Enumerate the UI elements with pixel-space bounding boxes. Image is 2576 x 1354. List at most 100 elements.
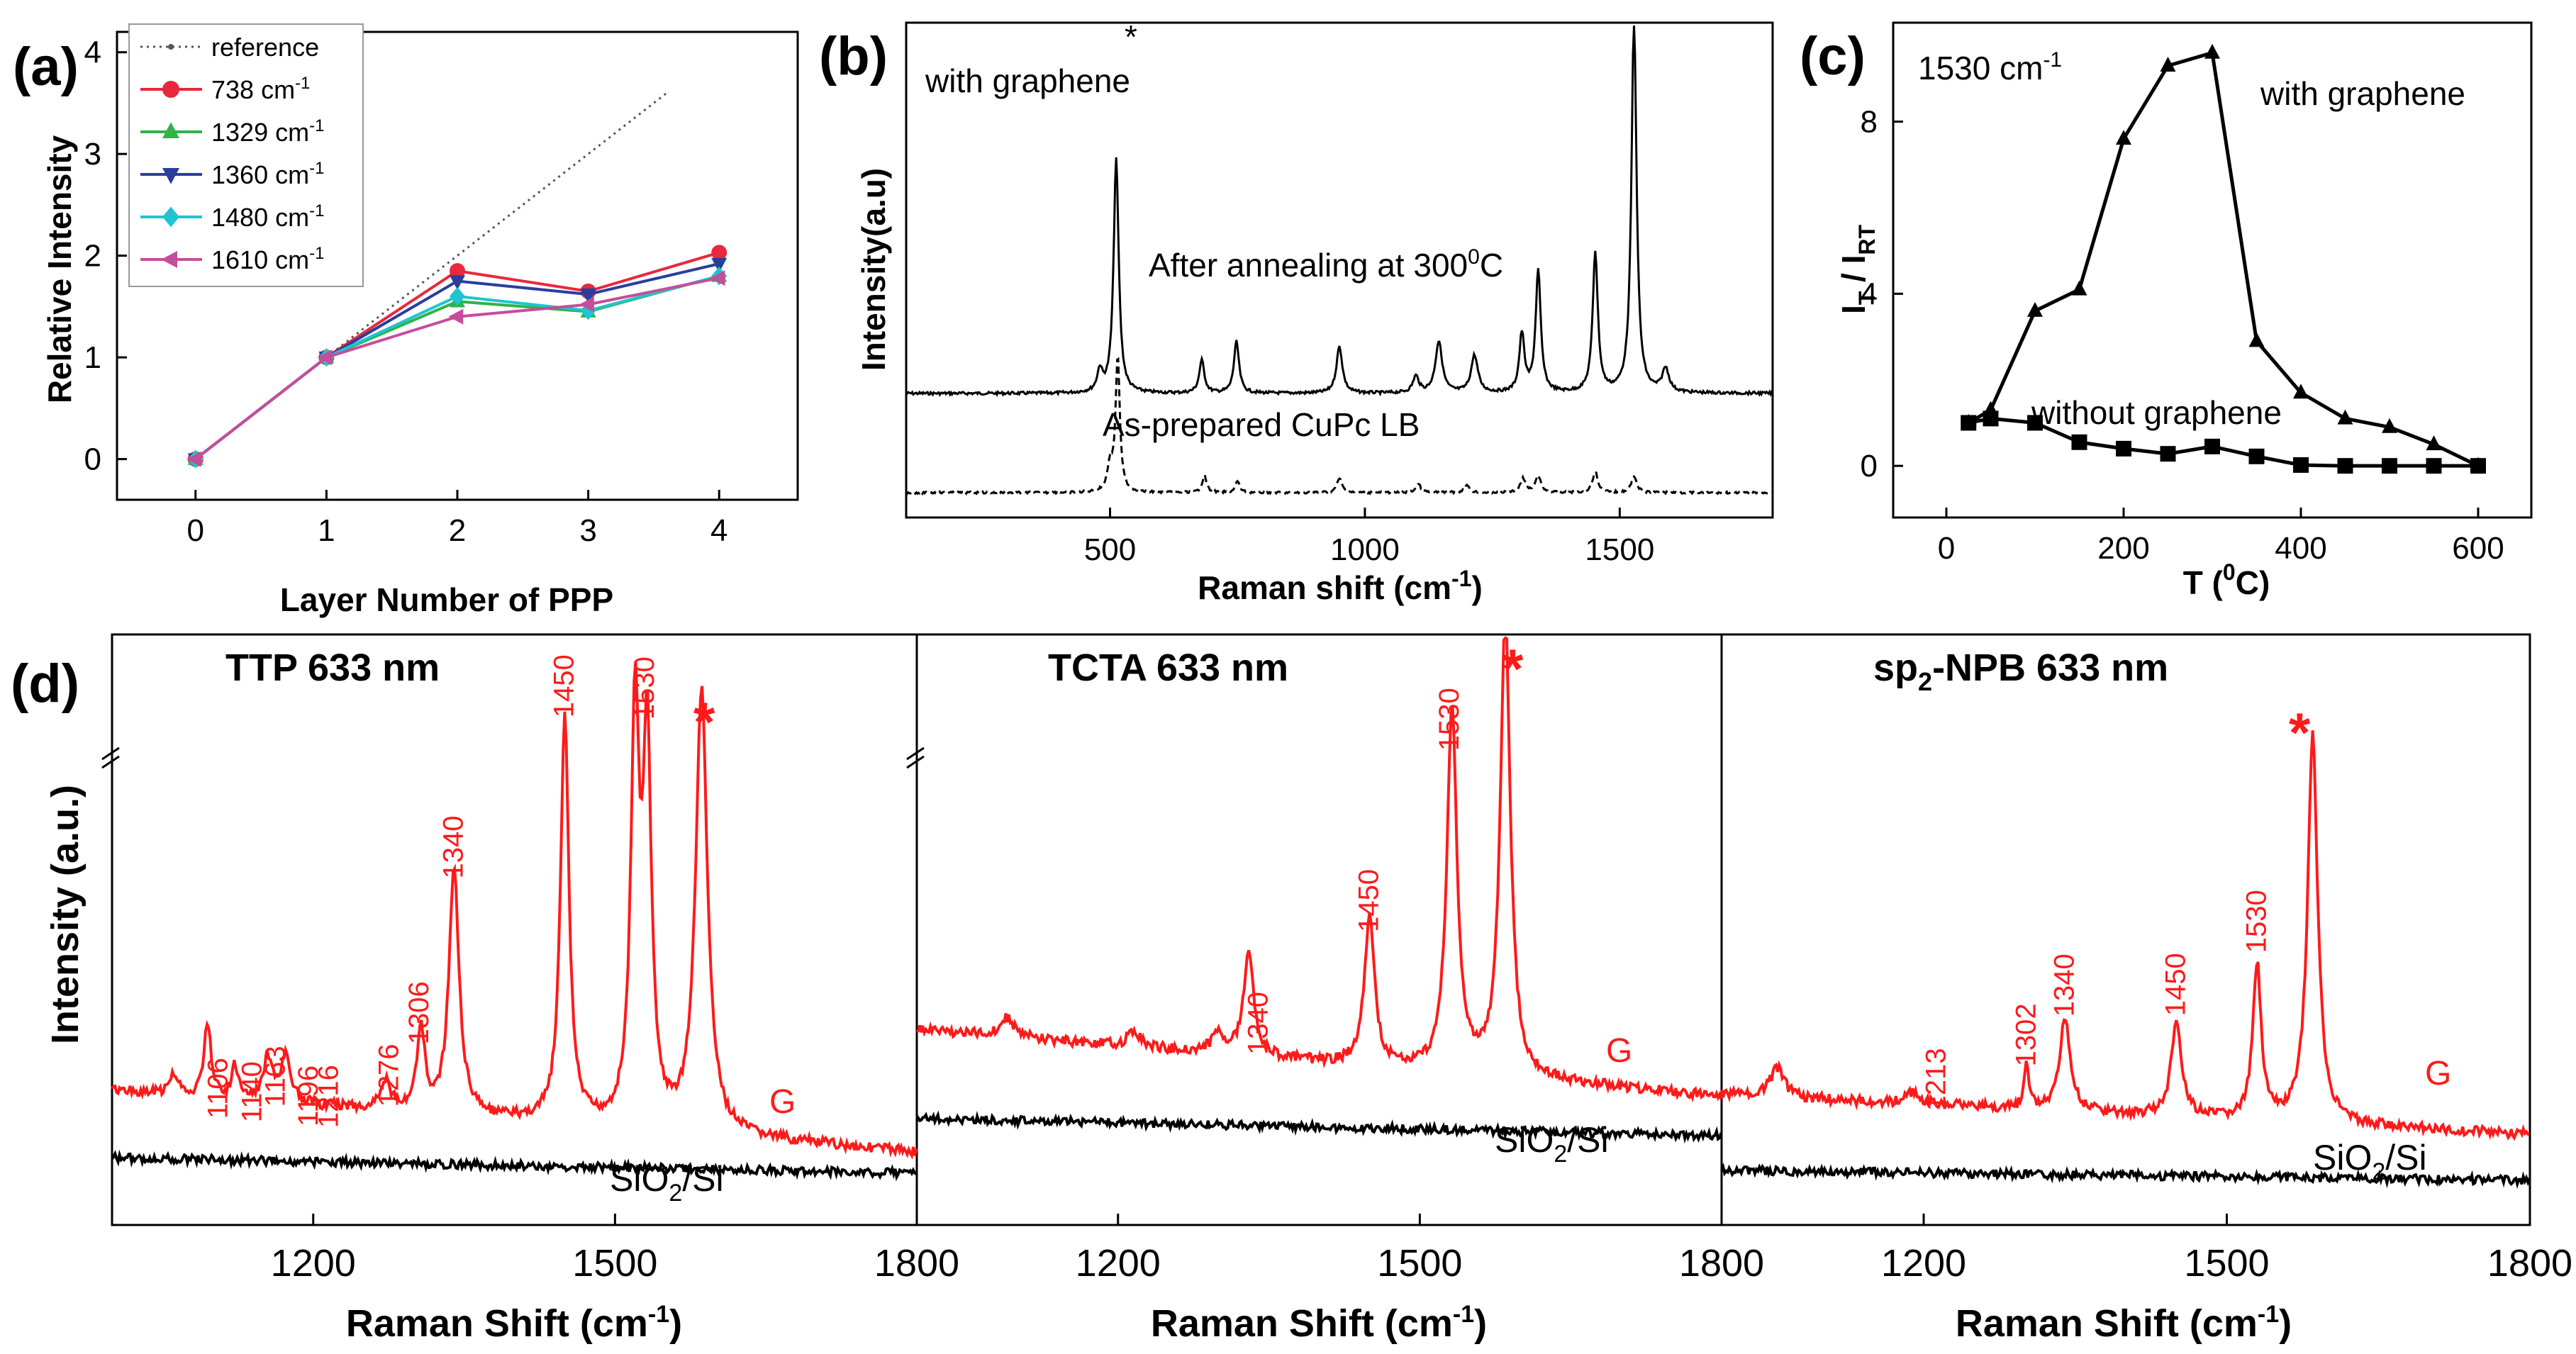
peak-label: 1196	[293, 1065, 324, 1126]
x-tick-label: 600	[2452, 531, 2504, 566]
as-prepared-annotation: As-prepared CuPc LB	[1103, 406, 1420, 443]
graphene-spectrum-2	[1720, 730, 2530, 1141]
panel-b-ylabel: Intensity(a.u)	[855, 168, 892, 371]
peak-label: 1106	[202, 1058, 233, 1119]
series-0-point-8	[2293, 384, 2309, 399]
series-4-point-4	[710, 270, 725, 286]
substrate-spectrum-1	[915, 1110, 1723, 1144]
npb-graphene-label: G	[2425, 1055, 2451, 1092]
npb-title: sp2-NPB 633 nm	[1873, 647, 2168, 696]
legend-label: reference	[211, 33, 319, 62]
panel-a-ticks: 0 1 2 3 4 0 1 2 3 4	[84, 35, 728, 548]
panel-b-xlabel: Raman shift (cm-1)	[1198, 566, 1483, 606]
panel-c-xlabel: T (0C)	[2183, 559, 2270, 601]
x-tick-label: 1	[318, 513, 335, 548]
y-tick-label: 4	[1861, 276, 1878, 311]
x-tick-label: 1800	[874, 1242, 959, 1285]
peak-label: 1450	[1353, 869, 1384, 932]
series-0-point-4	[711, 245, 727, 261]
without-graphene-label: without graphene	[2031, 394, 2282, 431]
series-2-point-4	[711, 257, 727, 273]
x-tick-label: 500	[1084, 532, 1136, 567]
series-1-point-3	[2071, 434, 2087, 450]
x-tick-label: 1200	[1076, 1242, 1161, 1285]
x-tick-label: 1200	[271, 1242, 356, 1285]
tcta-graphene-label: G	[1606, 1032, 1632, 1070]
with-graphene-label: with graphene	[2260, 75, 2465, 112]
panel-a: (a) 0 1 2 3 4 0 1 2 3 4 Relative Intensity Layer …	[13, 23, 799, 618]
panel-b-ticks: 500 1000 1500	[1084, 508, 1654, 567]
ttp-substrate-label: SiO2/Si	[610, 1159, 724, 1207]
with-graphene-annotation: with graphene	[925, 62, 1130, 99]
panel-b-star: *	[1125, 18, 1137, 55]
y-tick-label: 4	[84, 35, 101, 70]
spectrum-1	[905, 357, 1774, 496]
series-0-point-2	[450, 263, 465, 279]
series-1-point-9	[2337, 458, 2353, 474]
legend-marker	[162, 206, 179, 228]
ttp-graphene-label: G	[769, 1083, 796, 1121]
series-0-point-7	[2248, 332, 2265, 347]
peak-label: 1450	[548, 654, 579, 717]
series-1-point-5	[2160, 446, 2176, 462]
peak-label: 1276	[374, 1044, 405, 1107]
series-0-point-2	[2027, 302, 2043, 317]
x-tick-label: 1500	[2184, 1242, 2269, 1285]
series-0-point-11	[2426, 435, 2442, 451]
panel-d-xlabel-2: Raman Shift (cm-1)	[1151, 1301, 1487, 1345]
legend-marker	[161, 251, 177, 268]
peak-label: 1340	[2049, 953, 2080, 1017]
panel-c-frame	[1892, 21, 2533, 519]
x-tick-label: 1500	[1377, 1242, 1462, 1285]
peak-label: 1306	[403, 981, 435, 1044]
panel-b-frame	[905, 21, 1774, 519]
series-1-point-10	[2382, 458, 2397, 474]
npb-star: *	[2289, 701, 2311, 763]
panel-d-ylabel: Intensity (a.u.)	[44, 785, 87, 1044]
series-0-point-10	[2382, 418, 2397, 433]
peak-label: 1530	[1434, 688, 1465, 751]
y-tick-label: 2	[84, 239, 101, 274]
graphene-spectrum-0	[111, 661, 918, 1160]
panel-d-label: (d)	[11, 654, 79, 714]
peak-label: 1530	[629, 656, 660, 720]
x-tick-label: 1800	[1679, 1242, 1764, 1285]
series-1-point-6	[2204, 438, 2220, 454]
series-1-point-7	[2248, 448, 2265, 464]
peak-label: 1450	[2160, 953, 2191, 1016]
peak-label: 1530	[2241, 890, 2272, 953]
axis-break	[101, 746, 120, 761]
legend-label: 1360 cm-1	[211, 159, 324, 189]
npb-substrate-label: SiO2/Si	[2313, 1138, 2427, 1185]
ttp-title: TTP 633 nm	[225, 647, 440, 689]
after-annealing-annotation: After annealing at 3000C	[1149, 245, 1503, 284]
series-0-point-6	[2204, 43, 2220, 59]
x-tick-label: 4	[710, 513, 727, 548]
panel-c-marks	[1961, 43, 2486, 474]
series-4-point-2	[448, 308, 464, 325]
legend-label: 738 cm-1	[211, 74, 310, 104]
series-4-point-0	[186, 451, 202, 467]
tcta-star: *	[1502, 637, 1524, 700]
x-tick-label: 400	[2275, 531, 2326, 566]
series-0-point-9	[2337, 409, 2353, 425]
panel-d-ticks: 1200 1500 1800 1200 1500 1800 1200 1500 1800	[101, 746, 2572, 1285]
x-tick-label: 3	[579, 513, 596, 548]
series-2-point-2	[450, 275, 465, 291]
panel-d-xlabel-1: Raman Shift (cm-1)	[346, 1301, 682, 1345]
y-tick-label: 1	[84, 340, 101, 375]
series-1-point-12	[2470, 458, 2486, 474]
x-tick-label: 1500	[572, 1242, 657, 1285]
peak-label: 1163	[260, 1046, 291, 1107]
legend-marker	[162, 81, 179, 98]
panel-d-frame	[111, 633, 2531, 1226]
series-1-point-2	[2027, 415, 2043, 431]
panel-a-ylabel: Relative Intensity	[41, 135, 78, 403]
graphene-spectrum-1	[915, 636, 1723, 1103]
panel-c-label: (c)	[1800, 26, 1866, 86]
axis-break	[101, 755, 120, 769]
peak-label: 1302	[2010, 1003, 2041, 1066]
panel-b-marks	[905, 25, 1774, 496]
substrate-spectrum-0	[111, 1149, 918, 1182]
